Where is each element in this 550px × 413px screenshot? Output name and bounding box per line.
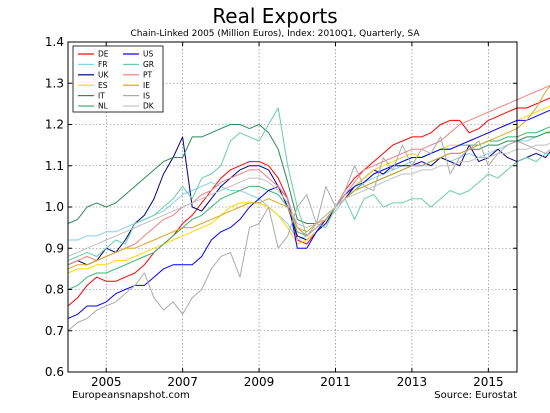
series-line-it — [67, 124, 550, 224]
y-tick-label: 1.1 — [45, 159, 64, 173]
x-tick-label: 2015 — [473, 375, 504, 389]
legend-label-es: ES — [98, 81, 108, 90]
y-tick-label: 1.4 — [45, 35, 64, 49]
legend-label-ie: IE — [143, 81, 150, 90]
series-line-fr — [68, 130, 550, 241]
x-tick-label: 2005 — [91, 375, 122, 389]
legend-label-nl: NL — [98, 102, 109, 111]
footer-source: Source: Eurostat — [434, 390, 517, 401]
x-axis-ticks: 2005 2007 2009 2011 2013 2015 — [91, 42, 504, 389]
x-tick-label: 2007 — [167, 375, 198, 389]
x-tick-label: 2009 — [244, 375, 275, 389]
legend-label-uk: UK — [98, 71, 109, 80]
legend-box — [72, 45, 164, 113]
legend-label-is: IS — [143, 91, 150, 100]
legend-label-us: US — [143, 50, 153, 59]
y-tick-label: 1.2 — [45, 118, 64, 132]
series-line-ie — [67, 85, 550, 270]
chart-subtitle: Chain-Linked 2005 (Million Euros), Index… — [130, 29, 420, 39]
legend-label-it: IT — [98, 91, 105, 100]
y-tick-label: 1.0 — [45, 200, 64, 214]
series-line-dk — [67, 142, 550, 257]
x-tick-label: 2013 — [397, 375, 428, 389]
legend-label-fr: FR — [98, 60, 108, 69]
series-line-uk — [67, 136, 550, 266]
series-line-gr — [67, 107, 550, 262]
legend-label-pt: PT — [143, 71, 153, 80]
y-tick-label: 1.3 — [45, 76, 64, 90]
y-tick-label: 0.9 — [45, 241, 64, 255]
x-tick-label: 2011 — [320, 375, 351, 389]
y-tick-label: 0.7 — [45, 324, 64, 338]
chart-title: Real Exports — [212, 4, 337, 28]
series-line-us — [67, 109, 550, 319]
y-tick-label: 0.8 — [45, 283, 64, 297]
y-axis-ticks: 0.6 0.7 0.8 0.9 1.0 1.1 1.2 1.3 1.4 — [45, 35, 517, 379]
legend-label-de: DE — [98, 50, 109, 59]
y-tick-label: 0.6 — [45, 365, 64, 379]
series-group — [67, 84, 550, 332]
legend-label-gr: GR — [143, 60, 154, 69]
legend-label-dk: DK — [143, 102, 155, 111]
footer-site: Europeansnapshot.com — [72, 390, 190, 401]
